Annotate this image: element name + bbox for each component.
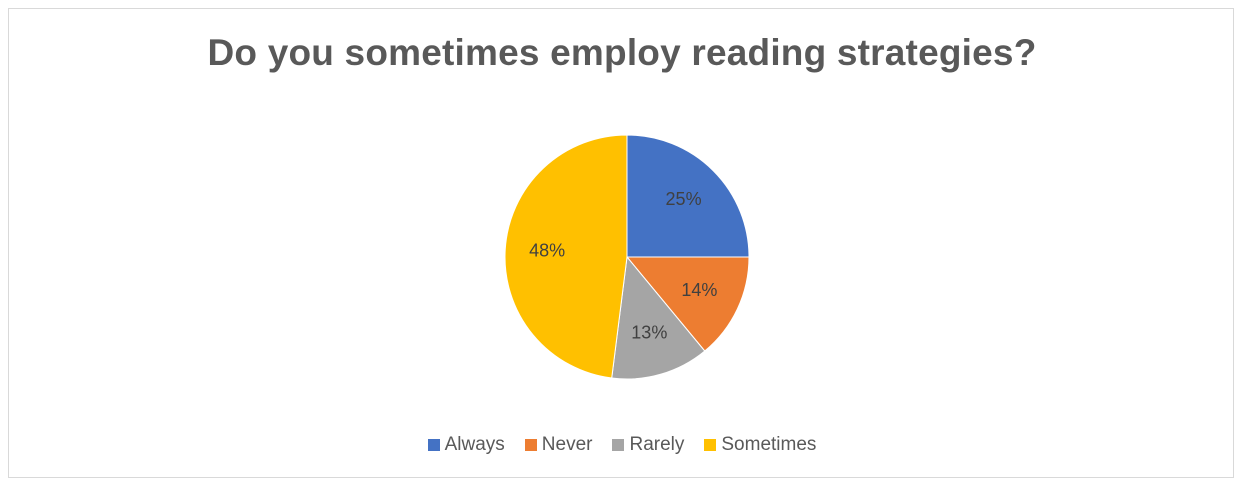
- legend-label-rarely: Rarely: [629, 434, 685, 455]
- legend-swatch-sometimes: [704, 439, 717, 451]
- chart-legend: Always Never Rarely Sometimes: [0, 434, 1244, 456]
- legend-swatch-rarely: [612, 439, 625, 451]
- legend-swatch-always: [427, 439, 440, 451]
- chart-title: Do you sometimes employ reading strategi…: [207, 32, 1037, 73]
- pie-slice-rarely: [611, 255, 706, 380]
- pie-slice-always: [626, 134, 750, 258]
- data-label-always: 25%: [666, 189, 702, 209]
- legend-label-always: Always: [444, 434, 505, 455]
- pie-slice-sometimes: [504, 134, 628, 379]
- data-label-never: 14%: [681, 280, 717, 300]
- legend-item-never: Never: [524, 434, 593, 456]
- legend-item-always: Always: [427, 434, 505, 456]
- data-label-sometimes: 48%: [529, 241, 565, 261]
- pie-slices: [504, 134, 750, 380]
- legend-swatch-never: [524, 439, 537, 451]
- data-label-rarely: 13%: [631, 323, 667, 343]
- legend-item-sometimes: Sometimes: [704, 434, 816, 456]
- legend-item-rarely: Rarely: [612, 434, 684, 456]
- legend-label-sometimes: Sometimes: [721, 434, 817, 455]
- legend-label-never: Never: [541, 434, 593, 455]
- pie-slice-never: [625, 256, 750, 352]
- pie-data-labels: 25% 14% 13% 48%: [529, 189, 717, 342]
